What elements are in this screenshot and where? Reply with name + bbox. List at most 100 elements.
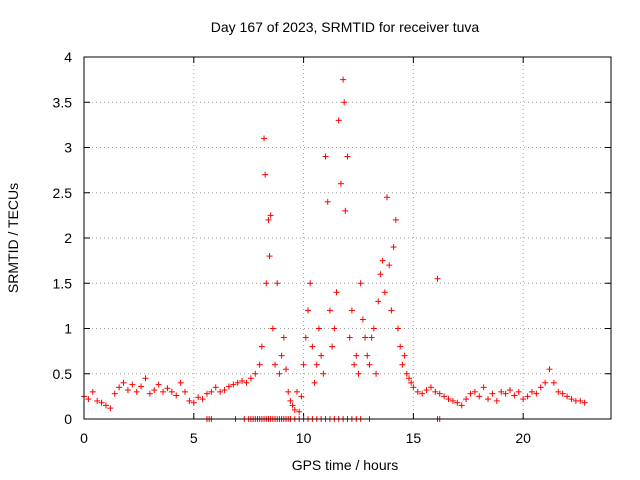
data-point [427, 384, 434, 391]
data-point [269, 325, 276, 332]
data-point [265, 216, 272, 223]
y-tick-labels: 0 0.5 1 1.5 2 2.5 3 3.5 4 [53, 49, 73, 427]
data-point [124, 387, 131, 394]
data-point [129, 381, 136, 388]
data-point [423, 387, 430, 394]
data-point [133, 388, 140, 395]
data-point [138, 383, 145, 390]
data-point [307, 280, 314, 287]
data-point [262, 171, 269, 178]
data-point [405, 375, 412, 382]
data-point [335, 117, 342, 124]
data-point [283, 366, 290, 373]
data-point [309, 343, 316, 350]
data-point [234, 379, 241, 386]
data-point [89, 388, 96, 395]
data-point [155, 381, 162, 388]
data-point [399, 361, 406, 368]
data-point [239, 377, 246, 384]
data-point [212, 384, 219, 391]
data-point [116, 384, 123, 391]
data-point [293, 388, 300, 395]
data-point [274, 280, 281, 287]
data-point [471, 388, 478, 395]
data-point [311, 379, 318, 386]
data-point [581, 399, 588, 406]
data-point [287, 397, 294, 404]
x-axis-label: GPS time / hours [292, 457, 399, 473]
data-point [353, 352, 360, 359]
data-point [564, 393, 571, 400]
data-point [366, 361, 373, 368]
data-point [384, 194, 391, 201]
data-point [546, 366, 553, 373]
data-point [296, 408, 303, 415]
data-point [373, 370, 380, 377]
grid-lines [84, 57, 611, 419]
data-point [434, 275, 441, 282]
data-point [498, 388, 505, 395]
data-point [186, 397, 193, 404]
data-point [337, 180, 344, 187]
data-point [256, 361, 263, 368]
data-point [388, 307, 395, 314]
data-point [102, 402, 109, 409]
data-point [493, 397, 500, 404]
data-point [278, 352, 285, 359]
axis-ticks [83, 56, 611, 420]
data-point [364, 352, 371, 359]
data-point [160, 388, 167, 395]
y-tick-label: 1.5 [53, 275, 73, 291]
data-point [320, 370, 327, 377]
data-point [272, 361, 279, 368]
data-point [449, 397, 456, 404]
data-point [340, 76, 347, 83]
data-point [85, 396, 92, 403]
data-point [94, 397, 101, 404]
data-point [111, 390, 118, 397]
data-point [355, 370, 362, 377]
data-point [454, 399, 461, 406]
data-point [379, 257, 386, 264]
data-point [357, 280, 364, 287]
x-tick-label: 15 [406, 430, 422, 446]
data-point [168, 388, 175, 395]
data-point [375, 298, 382, 305]
data-point [577, 397, 584, 404]
data-point [341, 99, 348, 106]
data-point [467, 390, 474, 397]
plot-frame [83, 56, 612, 420]
data-point [351, 361, 358, 368]
data-point [401, 352, 408, 359]
data-point [480, 384, 487, 391]
data-point [313, 361, 320, 368]
data-point [182, 388, 189, 395]
data-point [107, 405, 114, 412]
data-point [346, 334, 353, 341]
data-point [502, 390, 509, 397]
y-tick-label: 3 [64, 140, 72, 156]
data-point [120, 379, 127, 386]
data-point [164, 385, 171, 392]
data-point [195, 394, 202, 401]
data-point [476, 393, 483, 400]
y-tick-label: 4 [64, 49, 72, 65]
y-axis-label: SRMTID / TECUs [5, 183, 21, 293]
data-point [533, 390, 540, 397]
x-tick-label: 0 [80, 430, 88, 446]
data-point [190, 399, 197, 406]
data-point [489, 390, 496, 397]
data-point [441, 393, 448, 400]
data-point [485, 396, 492, 403]
data-point [463, 396, 470, 403]
data-point [263, 280, 270, 287]
data-point [414, 388, 421, 395]
data-point [511, 392, 518, 399]
data-point [559, 390, 566, 397]
data-point [386, 262, 393, 269]
data-point [370, 325, 377, 332]
data-point [550, 379, 557, 386]
data-point [221, 387, 228, 394]
x-tick-label: 10 [296, 430, 312, 446]
data-point [537, 384, 544, 391]
